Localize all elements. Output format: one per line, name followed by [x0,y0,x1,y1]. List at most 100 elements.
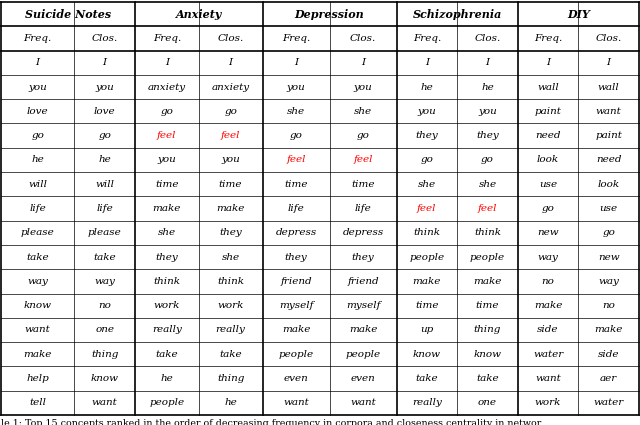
Text: Clos.: Clos. [474,34,500,43]
Text: no: no [98,301,111,310]
Text: tell: tell [29,398,46,407]
Text: think: think [413,228,440,237]
Text: he: he [224,398,237,407]
Text: one: one [95,326,114,334]
Text: help: help [26,374,49,383]
Text: I: I [294,58,298,67]
Text: feel: feel [477,204,497,213]
Text: she: she [479,180,497,189]
Text: friend: friend [280,277,312,286]
Text: want: want [535,374,561,383]
Text: water: water [593,398,624,407]
Text: anxiety: anxiety [148,82,186,91]
Text: she: she [158,228,176,237]
Text: even: even [284,374,308,383]
Text: anxiety: anxiety [212,82,250,91]
Text: Schizophrenia: Schizophrenia [413,8,502,20]
Text: Clos.: Clos. [92,34,118,43]
Text: myself: myself [279,301,314,310]
Text: make: make [474,277,502,286]
Text: time: time [284,180,308,189]
Text: she: she [287,107,305,116]
Text: make: make [282,326,310,334]
Text: please: please [21,228,54,237]
Text: they: they [156,252,179,262]
Text: he: he [420,82,433,91]
Text: know: know [91,374,118,383]
Text: they: they [220,228,242,237]
Text: work: work [154,301,180,310]
Text: go: go [224,107,237,116]
Text: take: take [476,374,499,383]
Text: side: side [598,350,620,359]
Text: time: time [415,301,438,310]
Text: Clos.: Clos. [596,34,622,43]
Text: he: he [99,156,111,164]
Text: you: you [157,156,176,164]
Text: take: take [220,350,242,359]
Text: I: I [102,58,107,67]
Text: he: he [161,374,173,383]
Text: Clos.: Clos. [350,34,376,43]
Text: you: you [95,82,114,91]
Text: they: they [285,252,307,262]
Text: really: really [216,326,246,334]
Text: know: know [474,350,502,359]
Text: make: make [24,350,52,359]
Text: want: want [350,398,376,407]
Text: go: go [481,156,494,164]
Text: feel: feel [157,131,177,140]
Text: think: think [154,277,180,286]
Text: you: you [287,82,305,91]
Text: go: go [290,131,303,140]
Text: need: need [596,156,621,164]
Text: feel: feel [417,204,436,213]
Text: they: they [476,131,499,140]
Text: will: will [95,180,114,189]
Text: Depression: Depression [294,8,364,20]
Text: new: new [537,228,559,237]
Text: people: people [470,252,505,262]
Text: you: you [28,82,47,91]
Text: she: she [354,107,372,116]
Text: go: go [602,228,615,237]
Text: life: life [355,204,371,213]
Text: want: want [25,326,51,334]
Text: way: way [28,277,48,286]
Text: thing: thing [217,374,244,383]
Text: you: you [478,107,497,116]
Text: friend: friend [348,277,379,286]
Text: no: no [602,301,615,310]
Text: life: life [29,204,46,213]
Text: life: life [288,204,305,213]
Text: paint: paint [595,131,622,140]
Text: take: take [93,252,116,262]
Text: make: make [534,301,563,310]
Text: Suicide Notes: Suicide Notes [25,8,111,20]
Text: work: work [218,301,244,310]
Text: I: I [361,58,365,67]
Text: go: go [541,204,554,213]
Text: I: I [425,58,429,67]
Text: you: you [417,107,436,116]
Text: you: you [354,82,372,91]
Text: make: make [153,204,181,213]
Text: she: she [221,252,240,262]
Text: Freq.: Freq. [534,34,562,43]
Text: people: people [346,350,381,359]
Text: time: time [476,301,499,310]
Text: want: want [596,107,621,116]
Text: I: I [165,58,169,67]
Text: she: she [418,180,436,189]
Text: up: up [420,326,433,334]
Text: make: make [413,277,441,286]
Text: go: go [161,107,173,116]
Text: thing: thing [91,350,118,359]
Text: way: way [94,277,115,286]
Text: Anxiety: Anxiety [175,8,222,20]
Text: go: go [98,131,111,140]
Text: know: know [24,301,52,310]
Text: depress: depress [275,228,317,237]
Text: go: go [356,131,369,140]
Text: go: go [420,156,433,164]
